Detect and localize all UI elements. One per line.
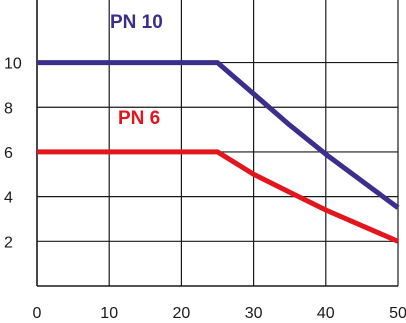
series-label-pn10: PN 10 [110,12,163,33]
y-tick-label-10: 10 [4,56,22,73]
tick-labels: 0 10 20 30 40 50 2 4 6 8 10 [4,56,406,322]
axes [36,0,398,287]
y-tick-label-6: 6 [4,145,13,162]
series-label-pn6: PN 6 [118,108,160,129]
x-tick-label-10: 10 [100,305,118,322]
x-tick-label-40: 40 [317,305,335,322]
y-tick-label-2: 2 [4,234,13,251]
y-tick-label-8: 8 [4,100,13,117]
x-tick-label-30: 30 [245,305,263,322]
series-labels: PN 10 PN 6 [110,12,163,129]
x-tick-label-20: 20 [173,305,191,322]
series-line-1 [37,149,399,244]
series-lines [37,60,400,244]
grid [37,0,399,286]
y-tick-label-4: 4 [4,190,13,207]
x-tick-label-0: 0 [33,305,42,322]
x-tick-label-50: 50 [389,305,406,322]
series-line-0 [37,60,400,210]
